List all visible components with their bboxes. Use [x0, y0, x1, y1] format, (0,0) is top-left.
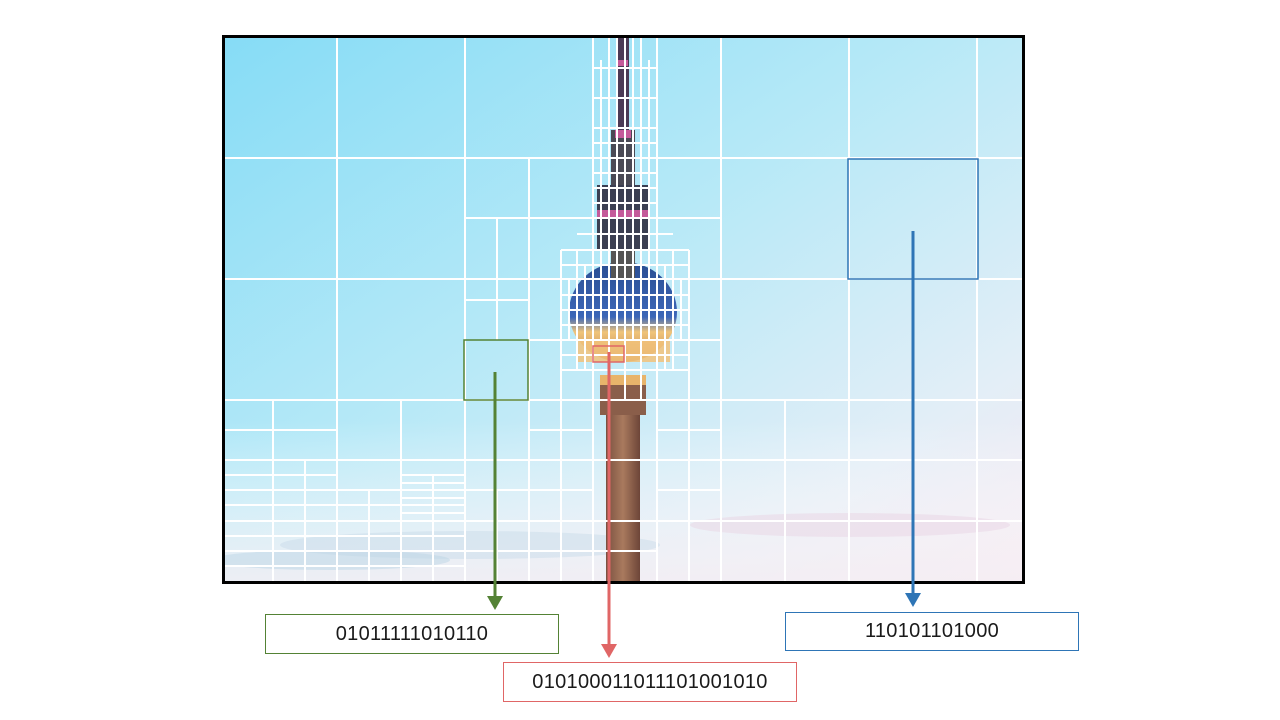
red-code-box: 010100011011101001010: [503, 662, 797, 702]
tower-photo: [224, 37, 1023, 582]
blue-code-box: 110101101000: [785, 612, 1079, 651]
blue-arrow: [905, 231, 921, 607]
quadtree-grid: [224, 37, 1023, 582]
green-code-label: 01011111010110: [335, 622, 489, 645]
blue-code-label: 110101101000: [864, 620, 1000, 642]
image-frame: [222, 35, 1025, 584]
green-code-box: 01011111010110: [265, 614, 559, 654]
red-arrow: [601, 352, 617, 658]
green-arrow: [487, 372, 503, 610]
red-code-label: 010100011011101001010: [532, 670, 768, 693]
